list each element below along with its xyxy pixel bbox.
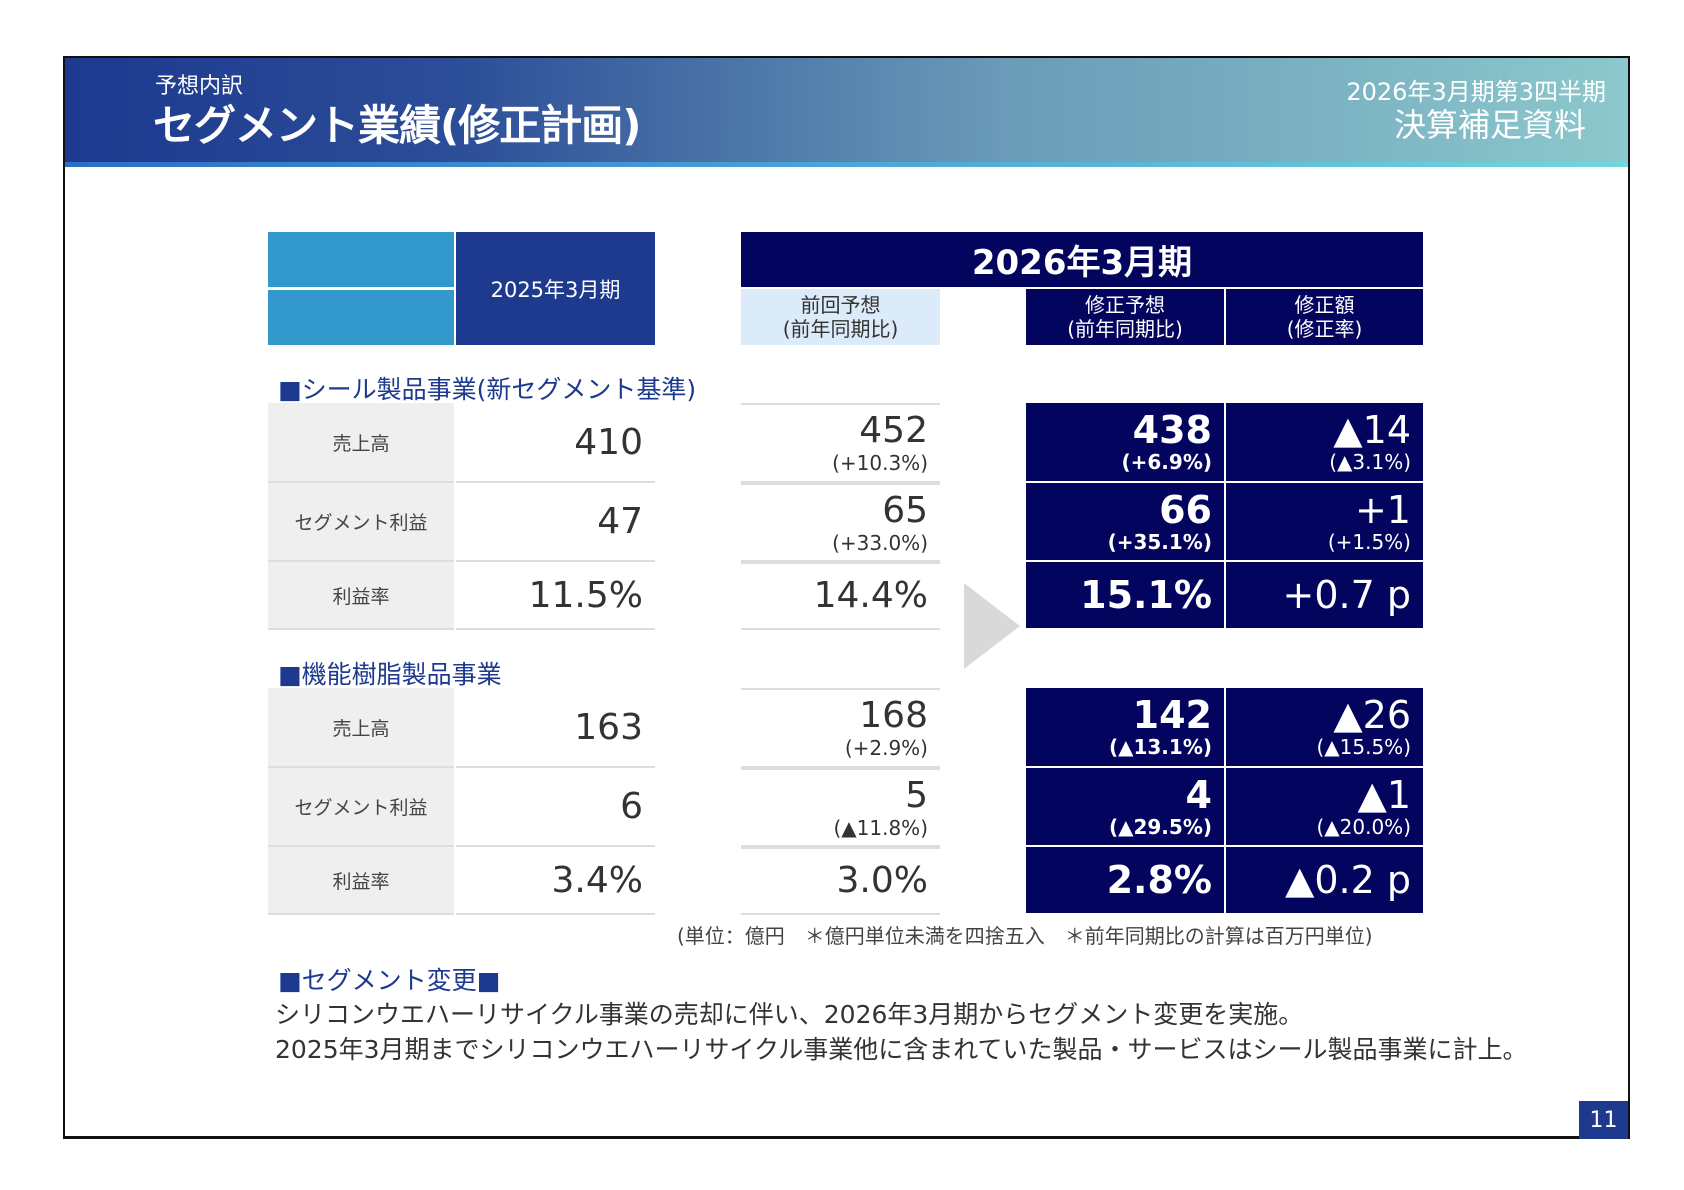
revised-value: 15.1% [1080,573,1212,617]
prev-value: 65 [882,489,928,531]
doc-period: 2026年3月期第3四半期 [1346,78,1606,106]
revised-value: 142 [1132,693,1212,737]
row-label: 利益率 [268,847,454,915]
fy2025-header: 2025年3月期 [456,232,655,345]
revised-value: 2.8% [1106,858,1212,902]
revision-amount: ▲14 (▲3.1%) [1226,403,1423,483]
segment-heading: ■シール製品事業(新セグメント基準) [278,375,697,404]
footnote: (単位：億円 ＊億円単位未満を四捨五入 ＊前年同期比の計算は百万円単位) [677,924,1373,948]
revised-forecast: 15.1% [1026,562,1224,630]
diff-rate: (▲15.5%) [1316,735,1411,759]
row-label: 売上高 [268,403,454,483]
row-label: 利益率 [268,562,454,630]
diff-value: +1 [1354,487,1411,532]
prev-forecast: 168 (+2.9%) [741,688,940,768]
revision-amount: ▲26 (▲15.5%) [1226,688,1423,768]
prev-yoy: (▲11.8%) [833,815,928,840]
revised-forecast: 2.8% [1026,847,1224,915]
revised-forecast: 4 (▲29.5%) [1026,768,1224,847]
prev-yoy: (+2.9%) [844,736,928,760]
prev-forecast: 3.0% [741,847,940,915]
prev-value: 14.4% [813,575,928,616]
notes-line-1: シリコンウエハーリサイクル事業の売却に伴い、2026年3月期からセグメント変更を… [275,1000,1304,1029]
prev-forecast: 452 (+10.3%) [741,403,940,483]
diff-rate: (+1.5%) [1327,529,1411,554]
page-subtitle: 予想内訳 [155,74,244,99]
prev-value: 3.0% [836,860,928,901]
col-prev-header: 前回予想 (前年同期比) [741,289,940,345]
arrow-icon [964,583,1020,669]
header-stripe [65,162,1628,167]
col-diff-header: 修正額 (修正率) [1226,289,1423,345]
diff-value: +0.7 p [1282,573,1411,617]
revision-amount: ▲1 (▲20.0%) [1226,768,1423,847]
fy2025-value: 410 [456,403,655,483]
row-label: セグメント利益 [268,483,454,562]
revised-yoy: (▲29.5%) [1108,814,1212,839]
notes-line-2: 2025年3月期までシリコンウエハーリサイクル事業他に含まれていた製品・サービス… [275,1035,1528,1064]
diff-rate: (▲3.1%) [1329,450,1411,474]
fy2025-value: 11.5% [456,562,655,630]
title-banner: 予想内訳 セグメント業績(修正計画) 2026年3月期第3四半期 決算補足資料 [65,58,1628,162]
prev-forecast: 5 (▲11.8%) [741,768,940,847]
fy2026-header: 2026年3月期 [741,232,1423,287]
page-number: 11 [1579,1101,1628,1139]
revised-value: 4 [1185,772,1212,817]
revised-forecast: 438 (+6.9%) [1026,403,1224,483]
row-label: セグメント利益 [268,768,454,847]
revised-forecast: 142 (▲13.1%) [1026,688,1224,768]
prev-value: 452 [859,410,928,451]
diff-value: ▲1 [1357,772,1411,817]
revised-forecast: 66 (+35.1%) [1026,483,1224,562]
prev-forecast: 65 (+33.0%) [741,483,940,562]
col-revised-header: 修正予想 (前年同期比) [1026,289,1224,345]
revised-yoy: (+35.1%) [1107,529,1212,554]
revised-yoy: (+6.9%) [1121,450,1212,474]
blank-header-bottom [268,290,454,345]
revision-amount: ▲0.2 p [1226,847,1423,915]
fy2025-value: 6 [456,768,655,847]
blank-header-top [268,232,454,287]
row-label: 売上高 [268,688,454,768]
revised-yoy: (▲13.1%) [1108,735,1212,759]
doc-name: 決算補足資料 [1393,106,1586,144]
revised-value: 66 [1159,487,1212,532]
fy2025-value: 3.4% [456,847,655,915]
diff-rate: (▲20.0%) [1316,814,1411,839]
diff-value: ▲0.2 p [1285,858,1411,902]
prev-value: 5 [905,774,928,816]
diff-value: ▲26 [1333,693,1411,737]
prev-forecast: 14.4% [741,562,940,630]
fy2025-value: 163 [456,688,655,768]
segment-heading: ■機能樹脂製品事業 [278,660,502,689]
revised-value: 438 [1132,408,1212,452]
notes-heading: ■セグメント変更■ [278,966,501,995]
diff-value: ▲14 [1333,408,1411,452]
fy2025-value: 47 [456,483,655,562]
prev-value: 168 [859,695,928,736]
page-title: セグメント業績(修正計画) [153,101,641,150]
prev-yoy: (+10.3%) [832,451,928,475]
revision-amount: +1 (+1.5%) [1226,483,1423,562]
prev-yoy: (+33.0%) [832,530,928,555]
revision-amount: +0.7 p [1226,562,1423,630]
